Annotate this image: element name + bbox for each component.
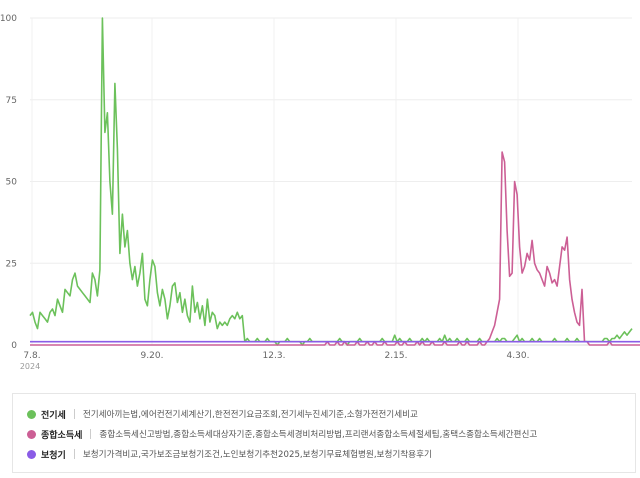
- legend-divider: [73, 449, 75, 459]
- y-tick-label: 50: [6, 178, 18, 188]
- legend-item-electricity[interactable]: 전기세 전기세아끼는법,에어컨전기세계산기,한전전기요금조회,전기세누진세기준,…: [27, 407, 418, 421]
- legend-divider: [90, 429, 92, 439]
- y-tick-label: 100: [0, 14, 17, 24]
- x-tick-label: 2.15.: [385, 351, 408, 361]
- legend-keywords: 전기세아끼는법,에어컨전기세계산기,한전전기요금조회,전기세누진세기준,소형가전…: [82, 410, 418, 420]
- legend-series-name: 전기세: [41, 410, 66, 421]
- y-tick-label: 25: [6, 259, 17, 269]
- y-axis-ticks: 0 25 50 75 100: [0, 14, 17, 351]
- series-lines: [29, 17, 640, 346]
- y-tick-label: 75: [6, 96, 17, 106]
- legend-item-income-tax[interactable]: 종합소득세 종합소득세신고방법,종합소득세대상자기준,종합소득세경비처리방법,프…: [27, 427, 537, 441]
- legend-keywords: 보청기가격비교,국가보조금보청기조건,노인보청기추천2025,보청기무료체험병원…: [82, 450, 432, 460]
- x-start-year-label: 2024: [20, 362, 40, 371]
- legend-series-name: 종합소득세: [41, 430, 83, 441]
- x-tick-label: 7.8.: [23, 351, 40, 361]
- legend-dot: [27, 449, 36, 459]
- legend: 전기세 전기세아끼는법,에어컨전기세계산기,한전전기요금조회,전기세누진세기준,…: [12, 393, 636, 473]
- legend-dot: [27, 429, 36, 439]
- legend-dot: [27, 409, 36, 419]
- x-axis-ticks: 7.8. 9.20. 12.3. 2.15. 4.30. 2024: [20, 351, 530, 371]
- chart-grid: [30, 17, 632, 346]
- x-tick-label: 12.3.: [263, 351, 286, 361]
- x-tick-label: 9.20.: [141, 351, 164, 361]
- series-line: [30, 151, 640, 346]
- legend-divider: [73, 409, 75, 419]
- line-chart: 0 25 50 75 100 7.8. 9.20. 12.3. 2.15. 4.30. 2024: [0, 14, 640, 371]
- x-tick-label: 4.30.: [507, 351, 530, 361]
- legend-keywords: 종합소득세신고방법,종합소득세대상자기준,종합소득세경비처리방법,프리랜서종합소…: [99, 430, 538, 440]
- legend-series-name: 보청기: [41, 450, 66, 461]
- legend-item-hearing-aid[interactable]: 보청기 보청기가격비교,국가보조금보청기조건,노인보청기추천2025,보청기무료…: [27, 447, 432, 461]
- y-tick-label: 0: [11, 341, 17, 351]
